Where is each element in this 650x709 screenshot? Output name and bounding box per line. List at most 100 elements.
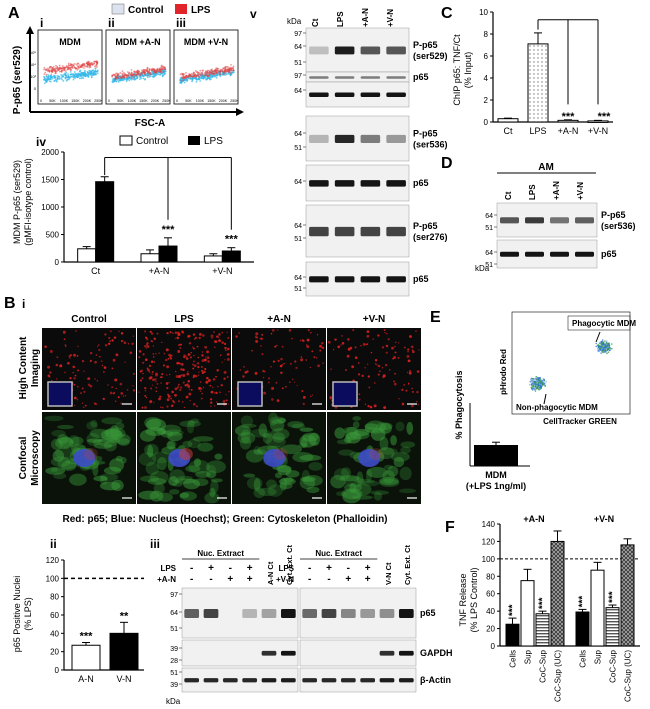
b-hci-dot	[382, 374, 386, 378]
e-flow-event	[545, 380, 547, 383]
flow-event-control	[151, 75, 154, 78]
b-hci-dot	[160, 375, 163, 379]
b-hci-dot	[123, 341, 127, 345]
flow-event-control	[49, 80, 52, 83]
b-confocal-cytoskeleton	[257, 487, 277, 497]
flow-event-control	[88, 71, 91, 74]
b-confocal-cytoskeleton	[298, 442, 308, 449]
flow-event-lps	[47, 67, 49, 70]
b-ii-x-tick-label: A-N	[78, 674, 94, 684]
b-hci-dot	[150, 339, 153, 343]
b-iii-blot-band	[261, 609, 277, 618]
b-confocal-cytoskeleton	[197, 442, 214, 452]
a-iv-y-tick-label: 1000	[41, 203, 59, 212]
flow-event-lps	[58, 64, 61, 67]
flow-event-control	[92, 74, 95, 76]
flow-event-lps	[222, 73, 225, 76]
b-hci-inset	[237, 381, 263, 407]
b-hci-dot	[155, 380, 157, 383]
b-hci-dot	[132, 389, 136, 392]
flow-event-control	[47, 75, 50, 78]
e-flow-event	[529, 380, 531, 383]
a-iv-x-tick-label: Ct	[91, 266, 100, 276]
b-confocal-cytoskeleton	[87, 438, 103, 443]
flow-event-lps	[208, 69, 211, 72]
flow-event-control	[194, 77, 197, 80]
b-confocal-cytoskeleton	[210, 478, 223, 483]
b-hci-dot	[97, 344, 100, 346]
e-flow-event	[603, 344, 605, 347]
b-hci-dot	[306, 344, 308, 346]
b-hci-dot	[275, 381, 278, 384]
b-confocal-cytoskeleton	[50, 438, 63, 451]
b-confocal-cytoskeleton	[287, 420, 304, 429]
f-x-tick-label: CoC-Sup	[539, 649, 548, 682]
b-iii-lps-sign: -	[229, 563, 232, 574]
b-confocal-cytoskeleton	[186, 419, 195, 434]
flow-event-lps	[226, 68, 229, 71]
flow-event-lps	[216, 72, 219, 75]
b-hci-dot	[345, 369, 347, 371]
b-hci-dot	[246, 370, 249, 373]
b-hci-dot	[401, 402, 405, 406]
f-sig: ***	[578, 596, 589, 608]
a-v-blot-band	[386, 76, 406, 79]
b-confocal-cytoskeleton	[209, 487, 216, 498]
b-hci-dot	[150, 360, 154, 364]
b-hci-dot	[221, 331, 223, 334]
flow-event-control	[62, 80, 65, 82]
b-hci-dot	[167, 357, 170, 360]
flow-event-lps	[143, 71, 146, 74]
flow-event-lps	[217, 67, 220, 70]
e-flow-event	[537, 385, 540, 387]
b-hci-dot	[270, 332, 273, 335]
b-hci-dot	[341, 334, 343, 337]
b-hci-dot	[109, 391, 113, 395]
b-iii-blot-membrane	[181, 587, 299, 639]
flow-subpanel-num: ii	[108, 16, 115, 30]
f-x-tick-label: CoC-Sup (UC)	[554, 650, 563, 702]
b-confocal-cytoskeleton	[205, 460, 226, 474]
b-hci-dot	[209, 398, 213, 401]
flow-event-lps	[76, 62, 79, 65]
flow-event-control	[55, 79, 58, 82]
flow-y-tick-label: 10⁴	[30, 62, 36, 67]
a-v-blot-band	[309, 46, 329, 55]
b-hci-dot	[187, 335, 190, 338]
b-hci-dot	[377, 364, 381, 368]
b-confocal-cytoskeleton	[365, 468, 372, 482]
c-x-tick-label: Ct	[504, 126, 513, 136]
flow-event-lps	[121, 72, 124, 75]
flow-event-lps	[158, 71, 161, 74]
b-hci-dot	[132, 372, 135, 375]
a-v-kda-marker: 64	[294, 179, 302, 186]
flow-x-tick-label: 150K	[71, 99, 80, 103]
b-hci-dot	[74, 404, 76, 407]
b-hci-dot	[210, 334, 214, 338]
b-confocal-cytoskeleton	[104, 439, 117, 452]
b-hci-dot	[310, 331, 312, 334]
b-hci-dot	[384, 331, 386, 334]
flow-event-control	[67, 76, 70, 78]
b-confocal-cytoskeleton	[291, 423, 306, 429]
flow-event-lps	[125, 75, 128, 78]
b-confocal-cytoskeleton	[339, 475, 360, 482]
d-kda: kDa	[475, 264, 490, 273]
b-hci-dot	[144, 345, 147, 348]
flow-event-control	[73, 71, 76, 73]
b-hci-dot	[180, 368, 183, 371]
b-iii-blot-band	[203, 609, 219, 618]
e-flow-event	[605, 340, 608, 343]
b-hci-dot	[183, 354, 186, 357]
b-hci-dot	[83, 370, 85, 372]
b-hci-dot	[242, 375, 245, 378]
b-hci-dot	[177, 400, 180, 403]
b-confocal-cytoskeleton	[366, 466, 388, 478]
b-hci-dot	[329, 396, 333, 400]
panel-letter-e: E	[430, 309, 441, 326]
b-hci-dot	[72, 365, 76, 369]
b-hci-dot	[77, 385, 79, 388]
b-confocal-cytoskeleton	[69, 473, 87, 486]
b-hci-dot	[207, 360, 210, 363]
b-hci-dot	[262, 369, 265, 373]
